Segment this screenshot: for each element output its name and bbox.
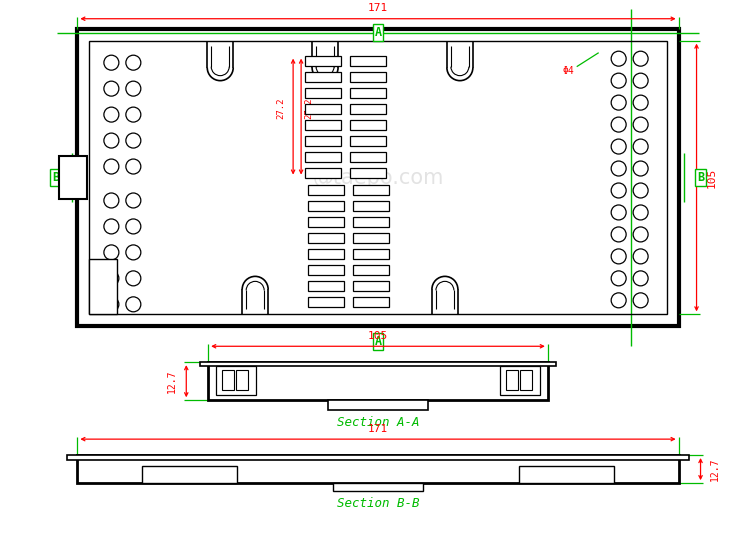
Bar (308, 218, 344, 227)
Bar (350, 103, 386, 114)
Bar (500, 366, 540, 395)
Bar (305, 72, 341, 81)
Bar (308, 265, 344, 276)
Text: 171: 171 (368, 424, 388, 434)
Bar (353, 185, 389, 196)
Bar (353, 281, 389, 292)
Bar (308, 234, 344, 243)
Bar (328, 400, 428, 410)
Bar (78, 29, 679, 326)
Bar (305, 120, 341, 130)
Text: B: B (52, 171, 59, 184)
Bar (305, 136, 341, 146)
Bar (308, 185, 344, 196)
Bar (519, 466, 614, 483)
Text: Section B-B: Section B-B (337, 496, 419, 510)
Bar (143, 466, 237, 483)
Bar (305, 88, 341, 98)
Bar (308, 297, 344, 307)
Text: A: A (374, 335, 381, 348)
Bar (353, 249, 389, 259)
Text: Φ4: Φ4 (563, 66, 575, 76)
Bar (308, 281, 344, 292)
Bar (208, 362, 548, 400)
Bar (222, 370, 234, 390)
Bar (89, 41, 667, 314)
Bar (350, 72, 386, 81)
Bar (236, 370, 248, 390)
Bar (333, 483, 423, 491)
Text: 27.2: 27.2 (304, 98, 313, 120)
Text: 105: 105 (368, 331, 388, 341)
Bar (350, 152, 386, 161)
Bar (353, 234, 389, 243)
Bar (305, 103, 341, 114)
Text: 105: 105 (707, 167, 716, 188)
Bar (200, 362, 556, 366)
Bar (506, 370, 518, 390)
Bar (519, 370, 532, 390)
Text: @taepo.com: @taepo.com (313, 168, 444, 188)
Text: B: B (697, 171, 704, 184)
Bar (89, 259, 117, 314)
Bar (350, 120, 386, 130)
Bar (308, 249, 344, 259)
Bar (305, 152, 341, 161)
Bar (353, 202, 389, 212)
Bar (308, 202, 344, 212)
Bar (305, 168, 341, 177)
Bar (216, 366, 256, 395)
Bar (350, 136, 386, 146)
Text: 27.2: 27.2 (276, 98, 285, 120)
Bar (78, 455, 679, 483)
Bar (67, 455, 689, 460)
Bar (305, 56, 341, 66)
Bar (353, 297, 389, 307)
Text: A: A (374, 26, 381, 39)
Bar (353, 218, 389, 227)
Text: 12.7: 12.7 (168, 369, 177, 393)
Bar (353, 265, 389, 276)
Bar (350, 56, 386, 66)
Bar (350, 168, 386, 177)
Bar (60, 155, 88, 199)
Text: 171: 171 (368, 3, 388, 13)
Text: 12.7: 12.7 (710, 457, 720, 481)
Bar (350, 88, 386, 98)
Text: Section A-A: Section A-A (337, 415, 419, 429)
